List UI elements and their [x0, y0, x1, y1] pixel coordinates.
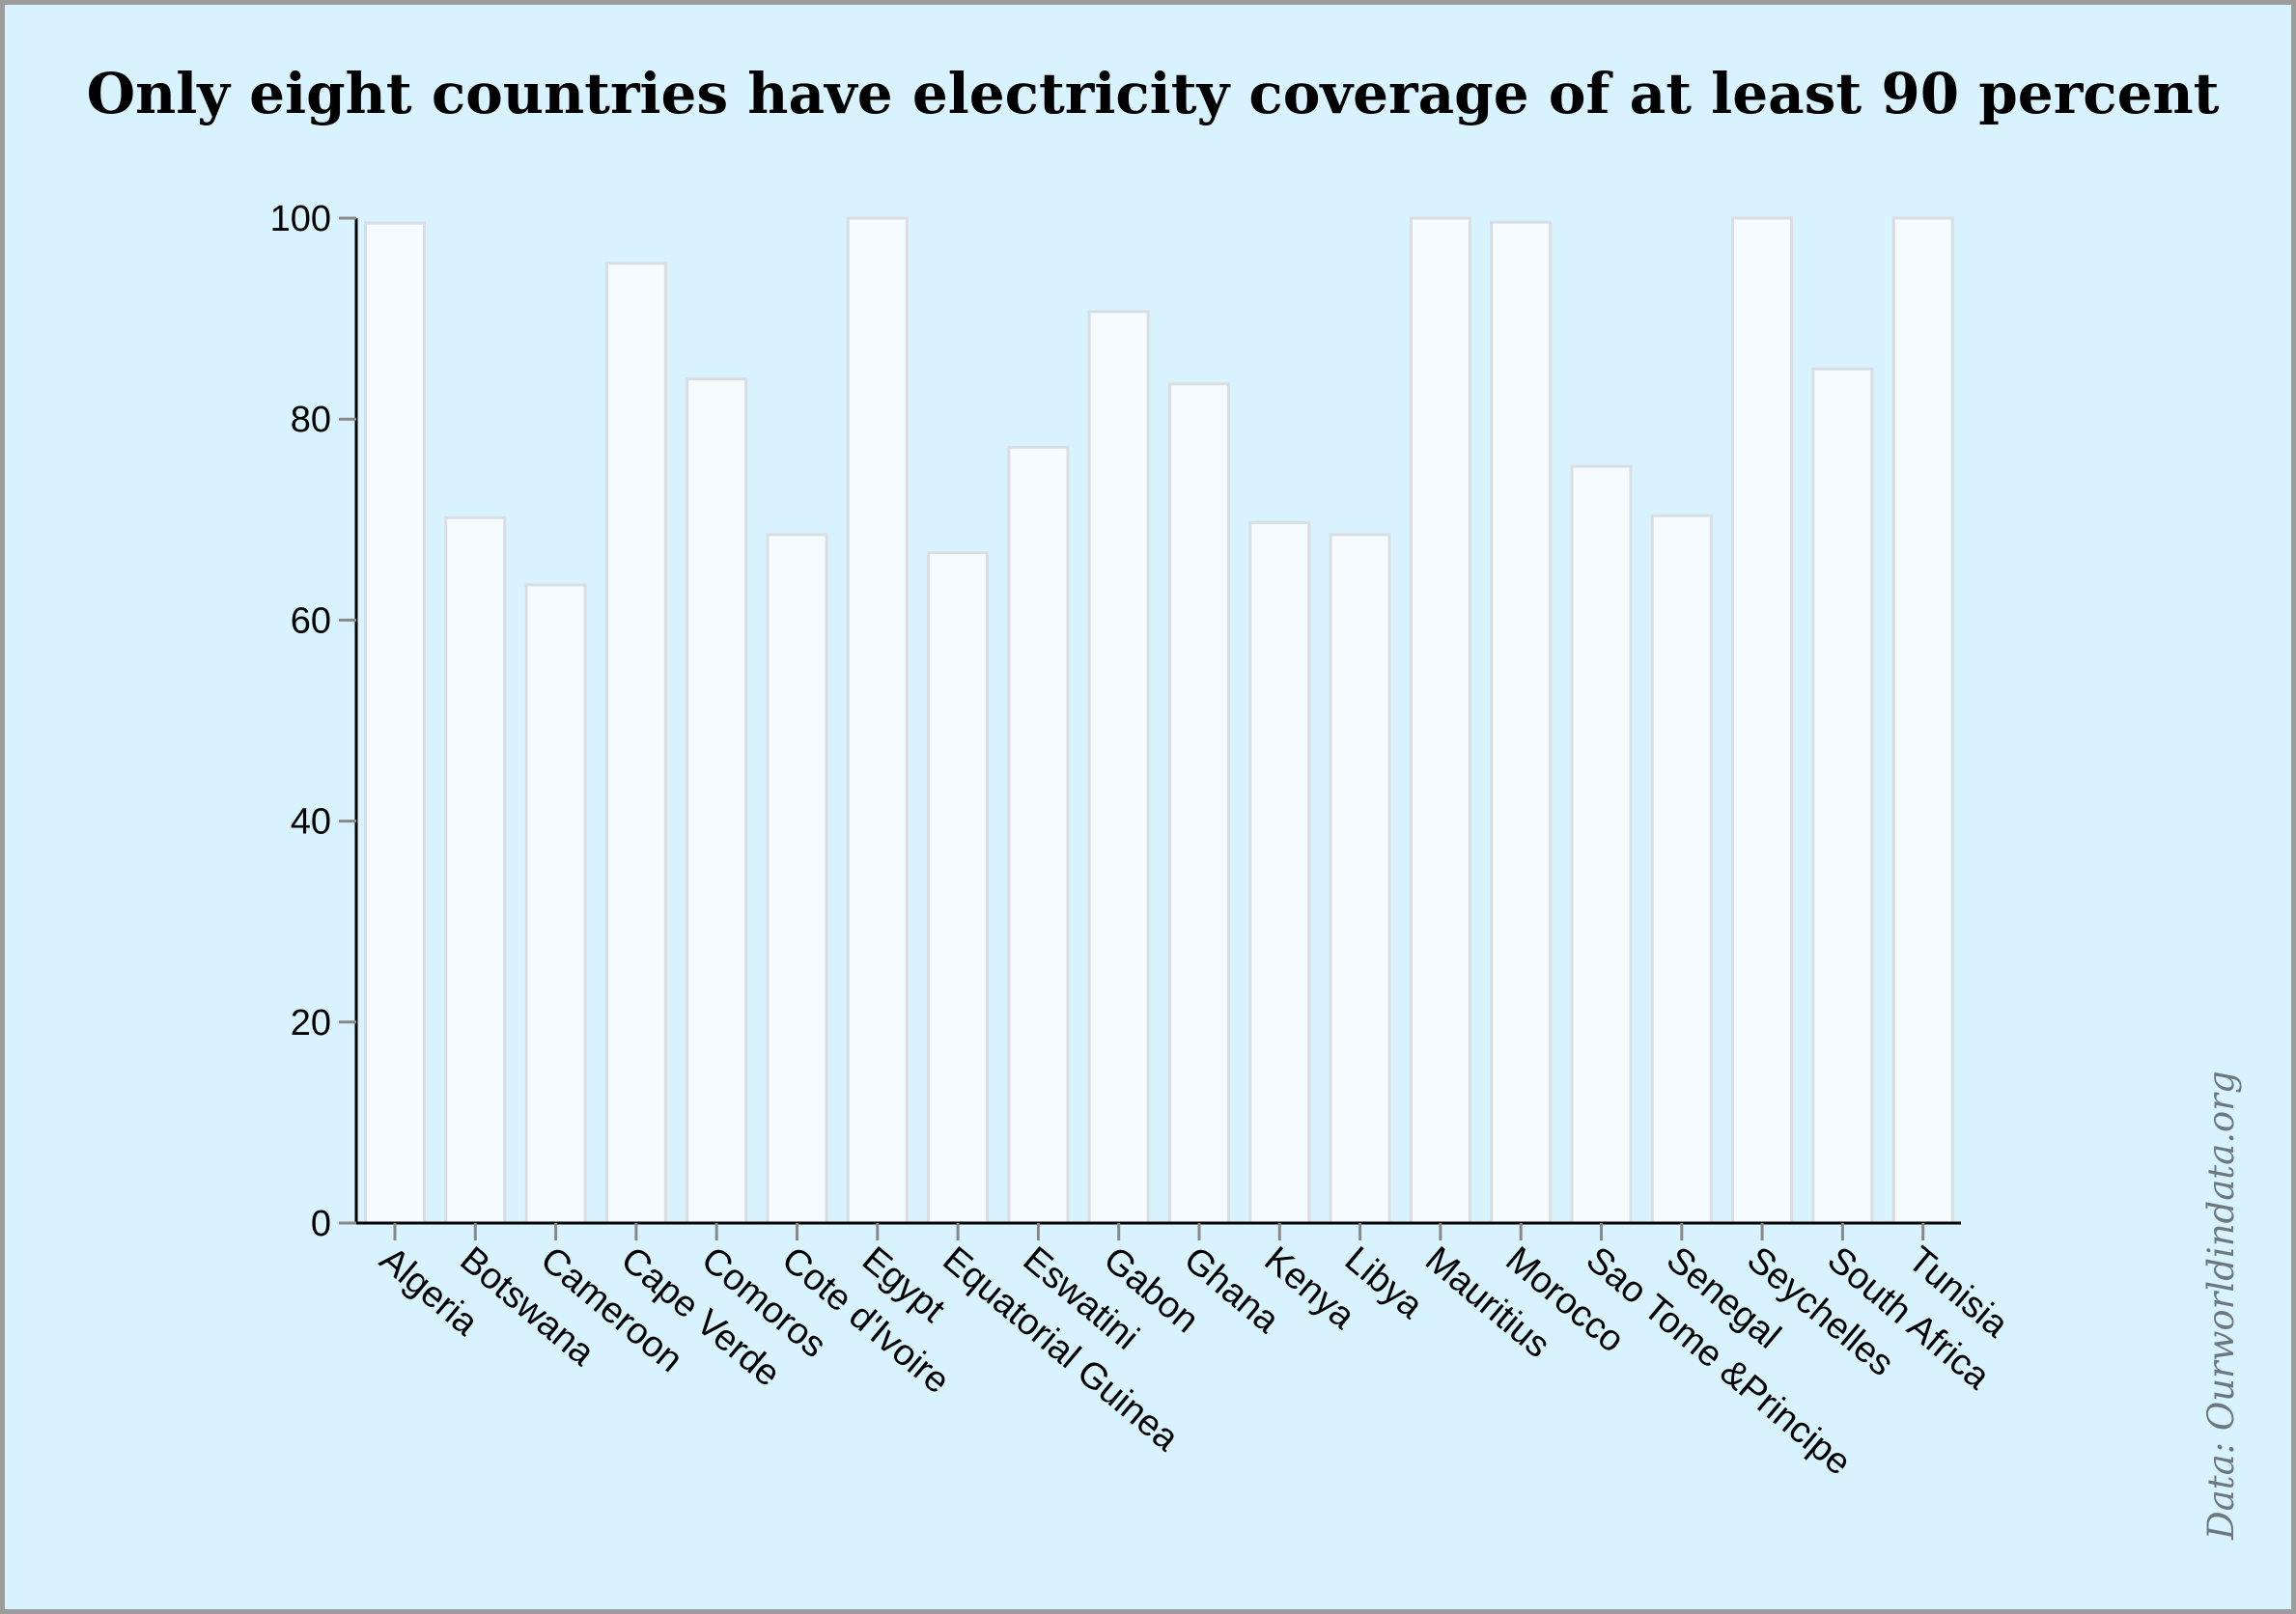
- y-tick-label: 60: [291, 600, 331, 641]
- bar-morocco: [1490, 220, 1553, 1225]
- bar-mauritius: [1409, 216, 1471, 1225]
- bar-senegal: [1650, 514, 1713, 1225]
- y-tick-label: 40: [291, 802, 331, 843]
- bar-cape-verde: [604, 262, 667, 1225]
- bar-botswana: [444, 515, 507, 1225]
- bar-egypt: [846, 216, 909, 1225]
- bar-comoros: [686, 377, 748, 1225]
- bar-seychelles: [1731, 216, 1794, 1225]
- bar-eswatini: [1007, 445, 1070, 1225]
- source-note: Data: Ourworldindata.org: [2200, 1071, 2242, 1541]
- y-tick-label: 80: [291, 400, 331, 440]
- bar-kenya: [1248, 520, 1311, 1225]
- y-tick-label: 100: [270, 199, 331, 239]
- bar-gabon: [1087, 310, 1150, 1225]
- bar-libya: [1329, 533, 1391, 1225]
- bar-equatorial-guinea: [927, 551, 990, 1225]
- bar-chart: 0 20 40 60 80 100 AlgeriaBotswanaCameroonCape…: [270, 199, 2242, 1541]
- bar-algeria: [364, 221, 426, 1225]
- y-tick-label: 20: [291, 1003, 331, 1044]
- bar-cameroon: [524, 583, 587, 1225]
- chart-title: Only eight countries have electricity co…: [86, 61, 2220, 126]
- y-axis: 0 20 40 60 80 100: [270, 199, 358, 1244]
- bar-cote-d-ivoire: [766, 533, 828, 1225]
- bar-south-africa: [1811, 367, 1874, 1225]
- y-tick-label: 0: [311, 1204, 331, 1244]
- bar-ghana: [1168, 382, 1230, 1225]
- bars-group: [364, 216, 1954, 1225]
- bar-tunisia: [1891, 216, 1954, 1225]
- bar-sao-tome-principe: [1570, 464, 1633, 1225]
